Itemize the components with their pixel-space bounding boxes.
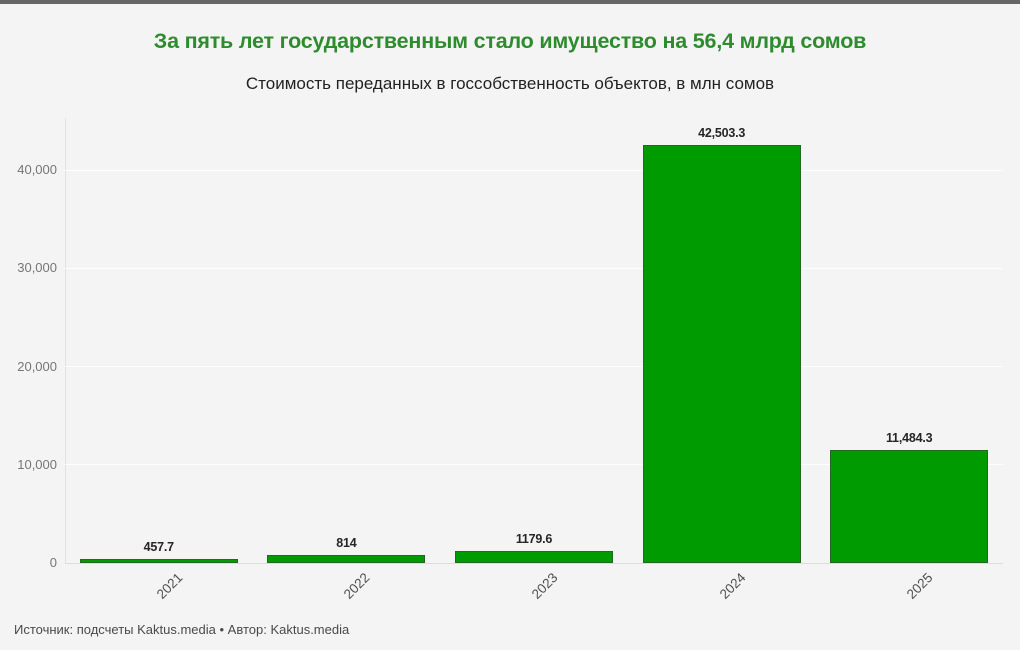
page-subtitle: Стоимость переданных в госсобственность … <box>245 74 775 93</box>
bar-value-label-2023: 1179.6 <box>515 532 553 547</box>
bar-value-label-2025: 11,484.3 <box>886 431 933 446</box>
bar-2021 <box>79 558 238 563</box>
source-credit: Источник: подсчеты Kaktus.media • Автор:… <box>14 622 350 637</box>
y-axis-tick-label: 40,000 <box>17 162 57 178</box>
x-axis-tick-label-2025: 2025 <box>903 570 936 602</box>
y-axis-tick-label: 30,000 <box>17 260 57 276</box>
y-axis-tick-label: 10,000 <box>17 456 57 472</box>
y-axis-tick-label: 0 <box>49 555 57 570</box>
gridline <box>65 464 1003 466</box>
bar-2025 <box>830 450 989 563</box>
x-axis-tick-label-2023: 2023 <box>528 570 561 602</box>
y-axis-line <box>65 118 66 563</box>
bar-value-label-2021: 457.7 <box>143 539 174 554</box>
x-axis-baseline <box>65 562 1003 564</box>
top-accent-bar <box>0 0 1020 4</box>
bar-2024 <box>642 145 801 563</box>
page-title: За пять лет государственным стало имущес… <box>153 29 867 53</box>
gridline <box>65 169 1003 171</box>
bar-chart-plot-area: 457.7 2021 814 2022 1179.6 2023 42,503.3 2024 11… <box>65 115 1003 602</box>
y-axis-tick-label: 20,000 <box>17 358 57 374</box>
bar-value-label-2024: 42,503.3 <box>698 126 746 141</box>
gridline <box>65 267 1003 269</box>
bar-value-label-2022: 814 <box>336 536 357 550</box>
x-axis-tick-label-2024: 2024 <box>716 570 749 602</box>
gridline <box>65 366 1003 367</box>
bar-2023 <box>455 551 613 563</box>
bar-2022 <box>267 555 426 563</box>
